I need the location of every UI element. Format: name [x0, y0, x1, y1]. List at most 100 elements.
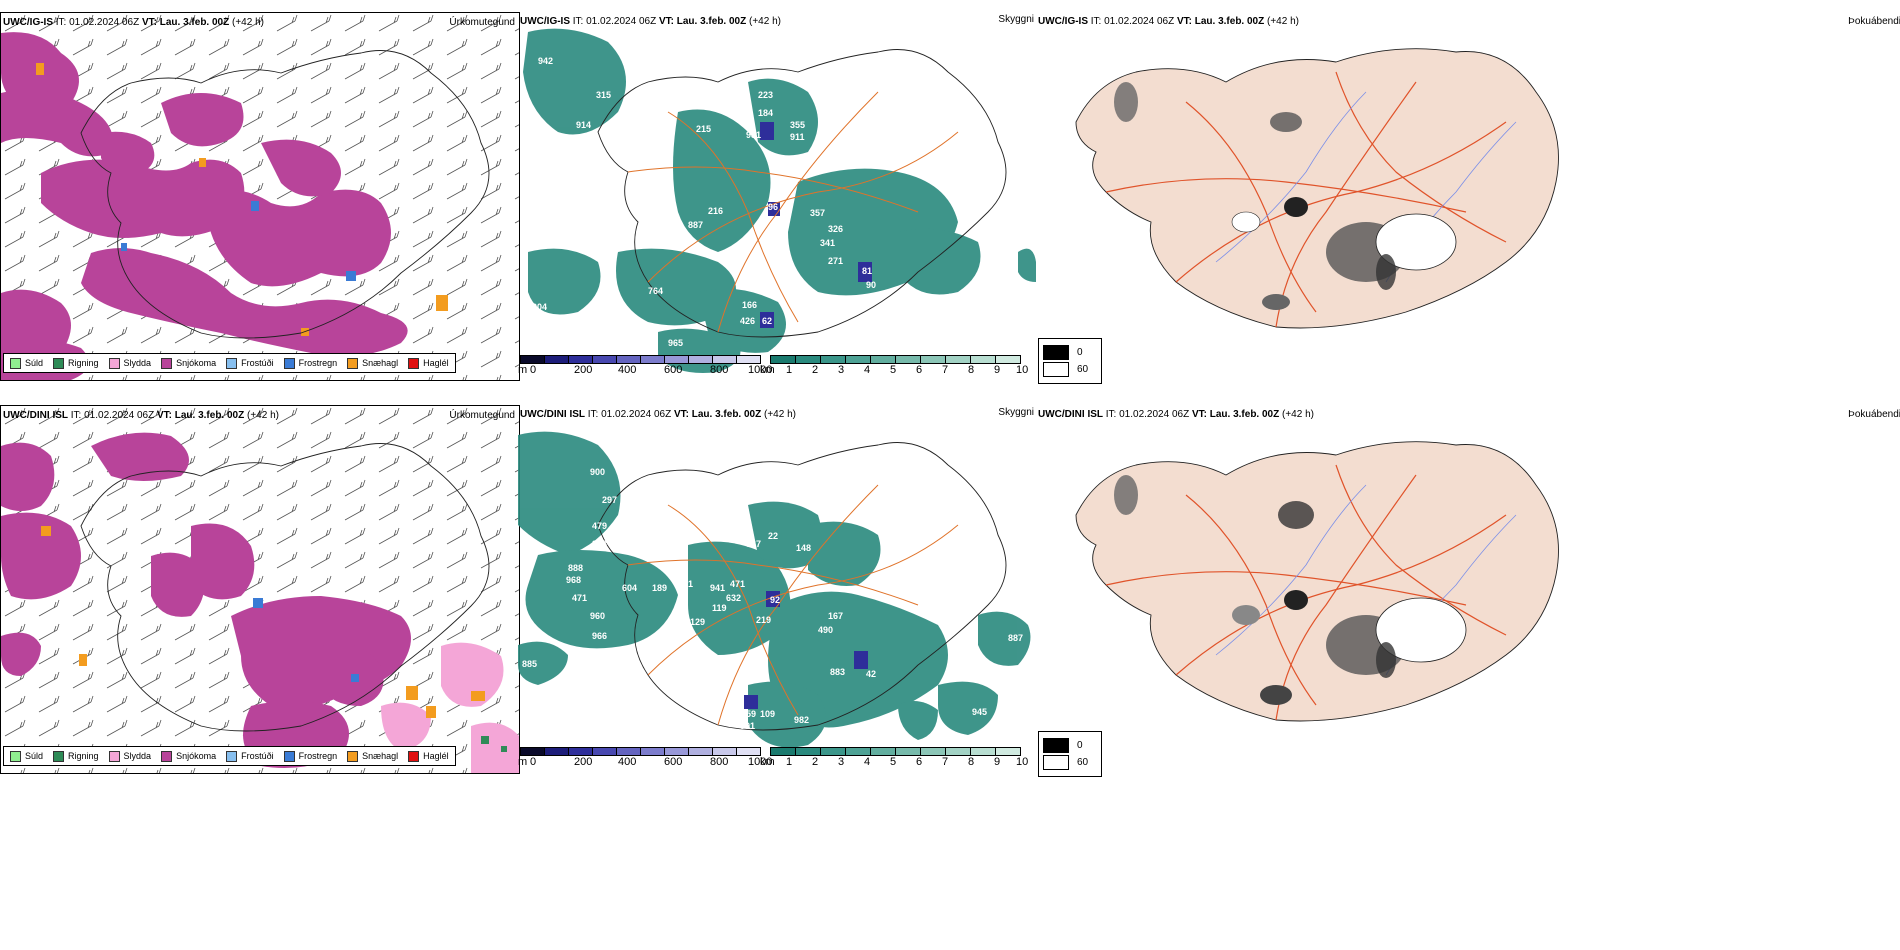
legend-label: Frostregn — [298, 751, 338, 761]
value-label: 588 — [818, 112, 833, 122]
visibility-title-top: UWC/IG-IS IT: 01.02.2024 06Z VT: Lau. 3.… — [520, 16, 781, 27]
visibility-ticks: km 1 2 3 4 5 6 7 8 9 10 — [760, 364, 1032, 376]
color-step — [616, 355, 640, 364]
color-step — [640, 747, 664, 756]
value-label: 219 — [756, 615, 771, 625]
lead-time: (+42 h) — [1282, 409, 1314, 420]
color-step — [945, 355, 970, 364]
legend-item: Rigning — [53, 750, 99, 762]
value-label: 490 — [818, 625, 833, 635]
legend-item: Haglél — [408, 750, 449, 762]
fog-map-svg-bottom — [1075, 441, 1559, 722]
tick-label: 7 — [942, 364, 949, 376]
lead-time: (+42 h) — [247, 410, 279, 421]
legend-item: Snjókoma — [161, 750, 216, 762]
fog-title-bottom: UWC/DINI ISL IT: 01.02.2024 06Z VT: Lau.… — [1038, 409, 1314, 420]
color-step — [845, 747, 870, 756]
legend-item: Slydda — [108, 357, 151, 369]
value-label: 109 — [760, 709, 775, 719]
value-label: 326 — [828, 224, 843, 234]
it-label: IT: — [55, 17, 67, 28]
color-step — [712, 355, 736, 364]
swatch — [10, 357, 21, 369]
legend-item: Snæhagl — [347, 750, 398, 762]
value-label: 968 — [566, 575, 581, 585]
legend-label: Frostregn — [298, 358, 338, 368]
fog-legend-bottom: 0 60 — [1038, 731, 1102, 777]
value-label: 216 — [708, 206, 723, 216]
precip-map-svg-top — [1, 13, 519, 380]
color-step — [736, 747, 761, 756]
tick-label: 1000 — [748, 756, 773, 768]
color-step — [795, 747, 820, 756]
value-label: 960 — [590, 611, 605, 621]
legend-label: Slydda — [123, 751, 152, 761]
color-step — [568, 747, 592, 756]
color-step — [712, 747, 736, 756]
value-label: 96 — [768, 202, 778, 212]
color-step — [845, 355, 870, 364]
legend-item: Súld — [10, 750, 43, 762]
fog-legend-item: 60 — [1043, 362, 1097, 377]
fog-title-top: UWC/IG-IS IT: 01.02.2024 06Z VT: Lau. 3.… — [1038, 16, 1299, 27]
precip-type-map-top: UWC/IG-IS IT: 01.02.2024 06Z VT: Lau. 3.… — [0, 12, 520, 381]
fog-legend-item: 60 — [1043, 755, 1097, 770]
unit-label: km — [760, 756, 775, 768]
visibility-bar — [770, 747, 1032, 756]
precip-legend-top: Súld Rigning Slydda Snjókoma Frostúði Fr… — [3, 353, 456, 373]
swatch — [226, 357, 238, 369]
tick-label: 800 — [710, 756, 729, 768]
fog-map-top: UWC/IG-IS IT: 01.02.2024 06Z VT: Lau. 3.… — [1036, 12, 1900, 379]
fog-legend-item: 0 — [1043, 345, 1097, 360]
visibility-ticks: km 1 2 3 4 5 6 7 8 9 10 — [760, 756, 1032, 768]
vt-label: VT: — [1176, 16, 1192, 27]
tick-label: 1 — [786, 364, 793, 376]
it-label: IT: — [1105, 409, 1117, 420]
visibility-legend-top: km 1 2 3 4 5 6 7 8 9 10 — [760, 355, 1032, 376]
tick-label: 5 — [890, 364, 897, 376]
value-label: 297 — [602, 495, 617, 505]
vt-label: VT: — [658, 16, 674, 27]
value-label: 148 — [796, 543, 811, 553]
value-label: 271 — [828, 256, 843, 266]
swatch — [226, 750, 238, 762]
value-label: 59 — [746, 709, 756, 719]
tick-label: 1 — [786, 756, 793, 768]
value-label: 90 — [866, 280, 876, 290]
vt-label: VT: — [1191, 409, 1207, 420]
altitude-bar — [520, 355, 766, 364]
value-label: 945 — [972, 707, 987, 717]
color-step — [945, 747, 970, 756]
color-step — [520, 747, 544, 756]
value-label: 827 — [746, 539, 761, 549]
value-label: 355 — [790, 120, 805, 130]
tick-label: 9 — [994, 364, 1001, 376]
model-name: UWC/IG-IS — [3, 17, 53, 28]
precip-title-bottom: UWC/DINI ISL IT: 01.02.2024 06Z VT: Lau.… — [3, 410, 279, 421]
value-label: 914 — [532, 208, 547, 218]
swatch — [108, 357, 120, 369]
tick-label: 400 — [618, 364, 637, 376]
visibility-legend-bottom: km 1 2 3 4 5 6 7 8 9 10 — [760, 747, 1032, 768]
value-label: 887 — [1008, 633, 1023, 643]
value-label: 941 — [710, 583, 725, 593]
swatch — [53, 357, 65, 369]
swatch — [283, 357, 295, 369]
color-step — [770, 355, 795, 364]
vt-value: Lau. 3.feb. 00Z — [1209, 409, 1280, 420]
value-label: 904 — [532, 302, 547, 312]
value-label: 167 — [828, 611, 843, 621]
color-step — [870, 747, 895, 756]
legend-label: Rigning — [68, 751, 99, 761]
swatch — [161, 750, 173, 762]
tick-label: 2 — [812, 756, 819, 768]
tick-label: 8 — [968, 756, 975, 768]
altitude-ticks: m 0 200 400 600 800 1000 — [518, 364, 772, 376]
tick-label: 9 — [994, 756, 1001, 768]
tick-label: 6 — [916, 756, 923, 768]
it-value: 01.02.2024 06Z — [586, 16, 657, 27]
swatch — [53, 750, 65, 762]
tick-label: 4 — [864, 364, 871, 376]
color-step — [736, 355, 761, 364]
color-step — [770, 747, 795, 756]
